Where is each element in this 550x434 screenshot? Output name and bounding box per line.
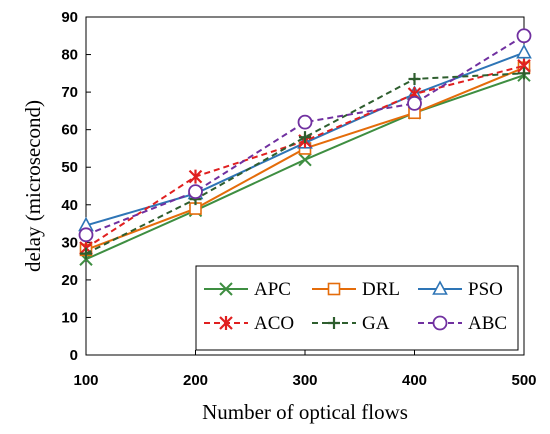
data-point: [297, 114, 313, 130]
x-axis-ticks: 100 200 300 400 500: [73, 350, 537, 389]
legend-label: GA: [362, 313, 390, 334]
data-point: [407, 95, 422, 111]
y-axis-label: delay (microsecond): [21, 100, 45, 272]
data-point: [518, 67, 530, 80]
legend-item-abc: ABC: [418, 313, 507, 334]
legend-item-ga: GA: [312, 313, 390, 334]
x-tick-label: 300: [292, 372, 317, 389]
y-tick-label: 0: [70, 347, 78, 364]
data-point: [188, 169, 203, 184]
x-tick-label: 400: [402, 372, 427, 389]
y-tick-label: 70: [61, 84, 78, 101]
data-point: [299, 131, 311, 144]
legend-marker: [327, 282, 341, 296]
series-ga: [80, 67, 530, 260]
legend-label: PSO: [468, 279, 503, 300]
x-tick-label: 100: [73, 372, 98, 389]
x-tick-label: 200: [183, 372, 208, 389]
data-point: [408, 72, 421, 85]
x-axis-label: Number of optical flows: [202, 400, 408, 424]
y-tick-label: 10: [61, 309, 78, 326]
legend-label: ACO: [254, 313, 294, 334]
y-tick-label: 80: [61, 47, 78, 64]
y-tick-label: 90: [61, 9, 78, 26]
legend-label: APC: [254, 279, 291, 300]
series-line-abc: [85, 34, 525, 236]
data-point: [298, 153, 312, 167]
legend-marker: [328, 317, 340, 329]
data-point: [78, 227, 94, 243]
data-point: [80, 247, 92, 260]
legend-marker: [432, 315, 448, 331]
legend-box: [195, 265, 519, 351]
legend: APC DRL PSO ACO GA ABC: [195, 265, 519, 351]
legend-marker: [219, 316, 233, 330]
legend-item-pso: PSO: [418, 279, 503, 300]
data-point: [188, 184, 203, 200]
legend-marker: [219, 282, 233, 296]
series-layer: [78, 28, 532, 266]
y-tick-label: 40: [61, 197, 78, 214]
y-tick-label: 20: [61, 272, 78, 289]
legend-item-drl: DRL: [312, 279, 400, 300]
legend-item-aco: ACO: [204, 313, 294, 334]
series-line-ga: [85, 72, 525, 255]
legend-label: ABC: [468, 313, 507, 334]
data-point: [516, 43, 532, 59]
x-tick-label: 500: [511, 372, 536, 389]
y-tick-label: 30: [61, 234, 78, 251]
y-tick-label: 60: [61, 122, 78, 139]
data-point: [516, 28, 532, 44]
y-tick-label: 50: [61, 159, 78, 176]
legend-item-apc: APC: [204, 279, 291, 300]
series-abc: [78, 28, 532, 243]
legend-marker: [432, 280, 448, 295]
legend-label: DRL: [362, 279, 400, 300]
y-axis-ticks: 0 10 20 30 40 50 60 70 80 90: [61, 9, 91, 364]
